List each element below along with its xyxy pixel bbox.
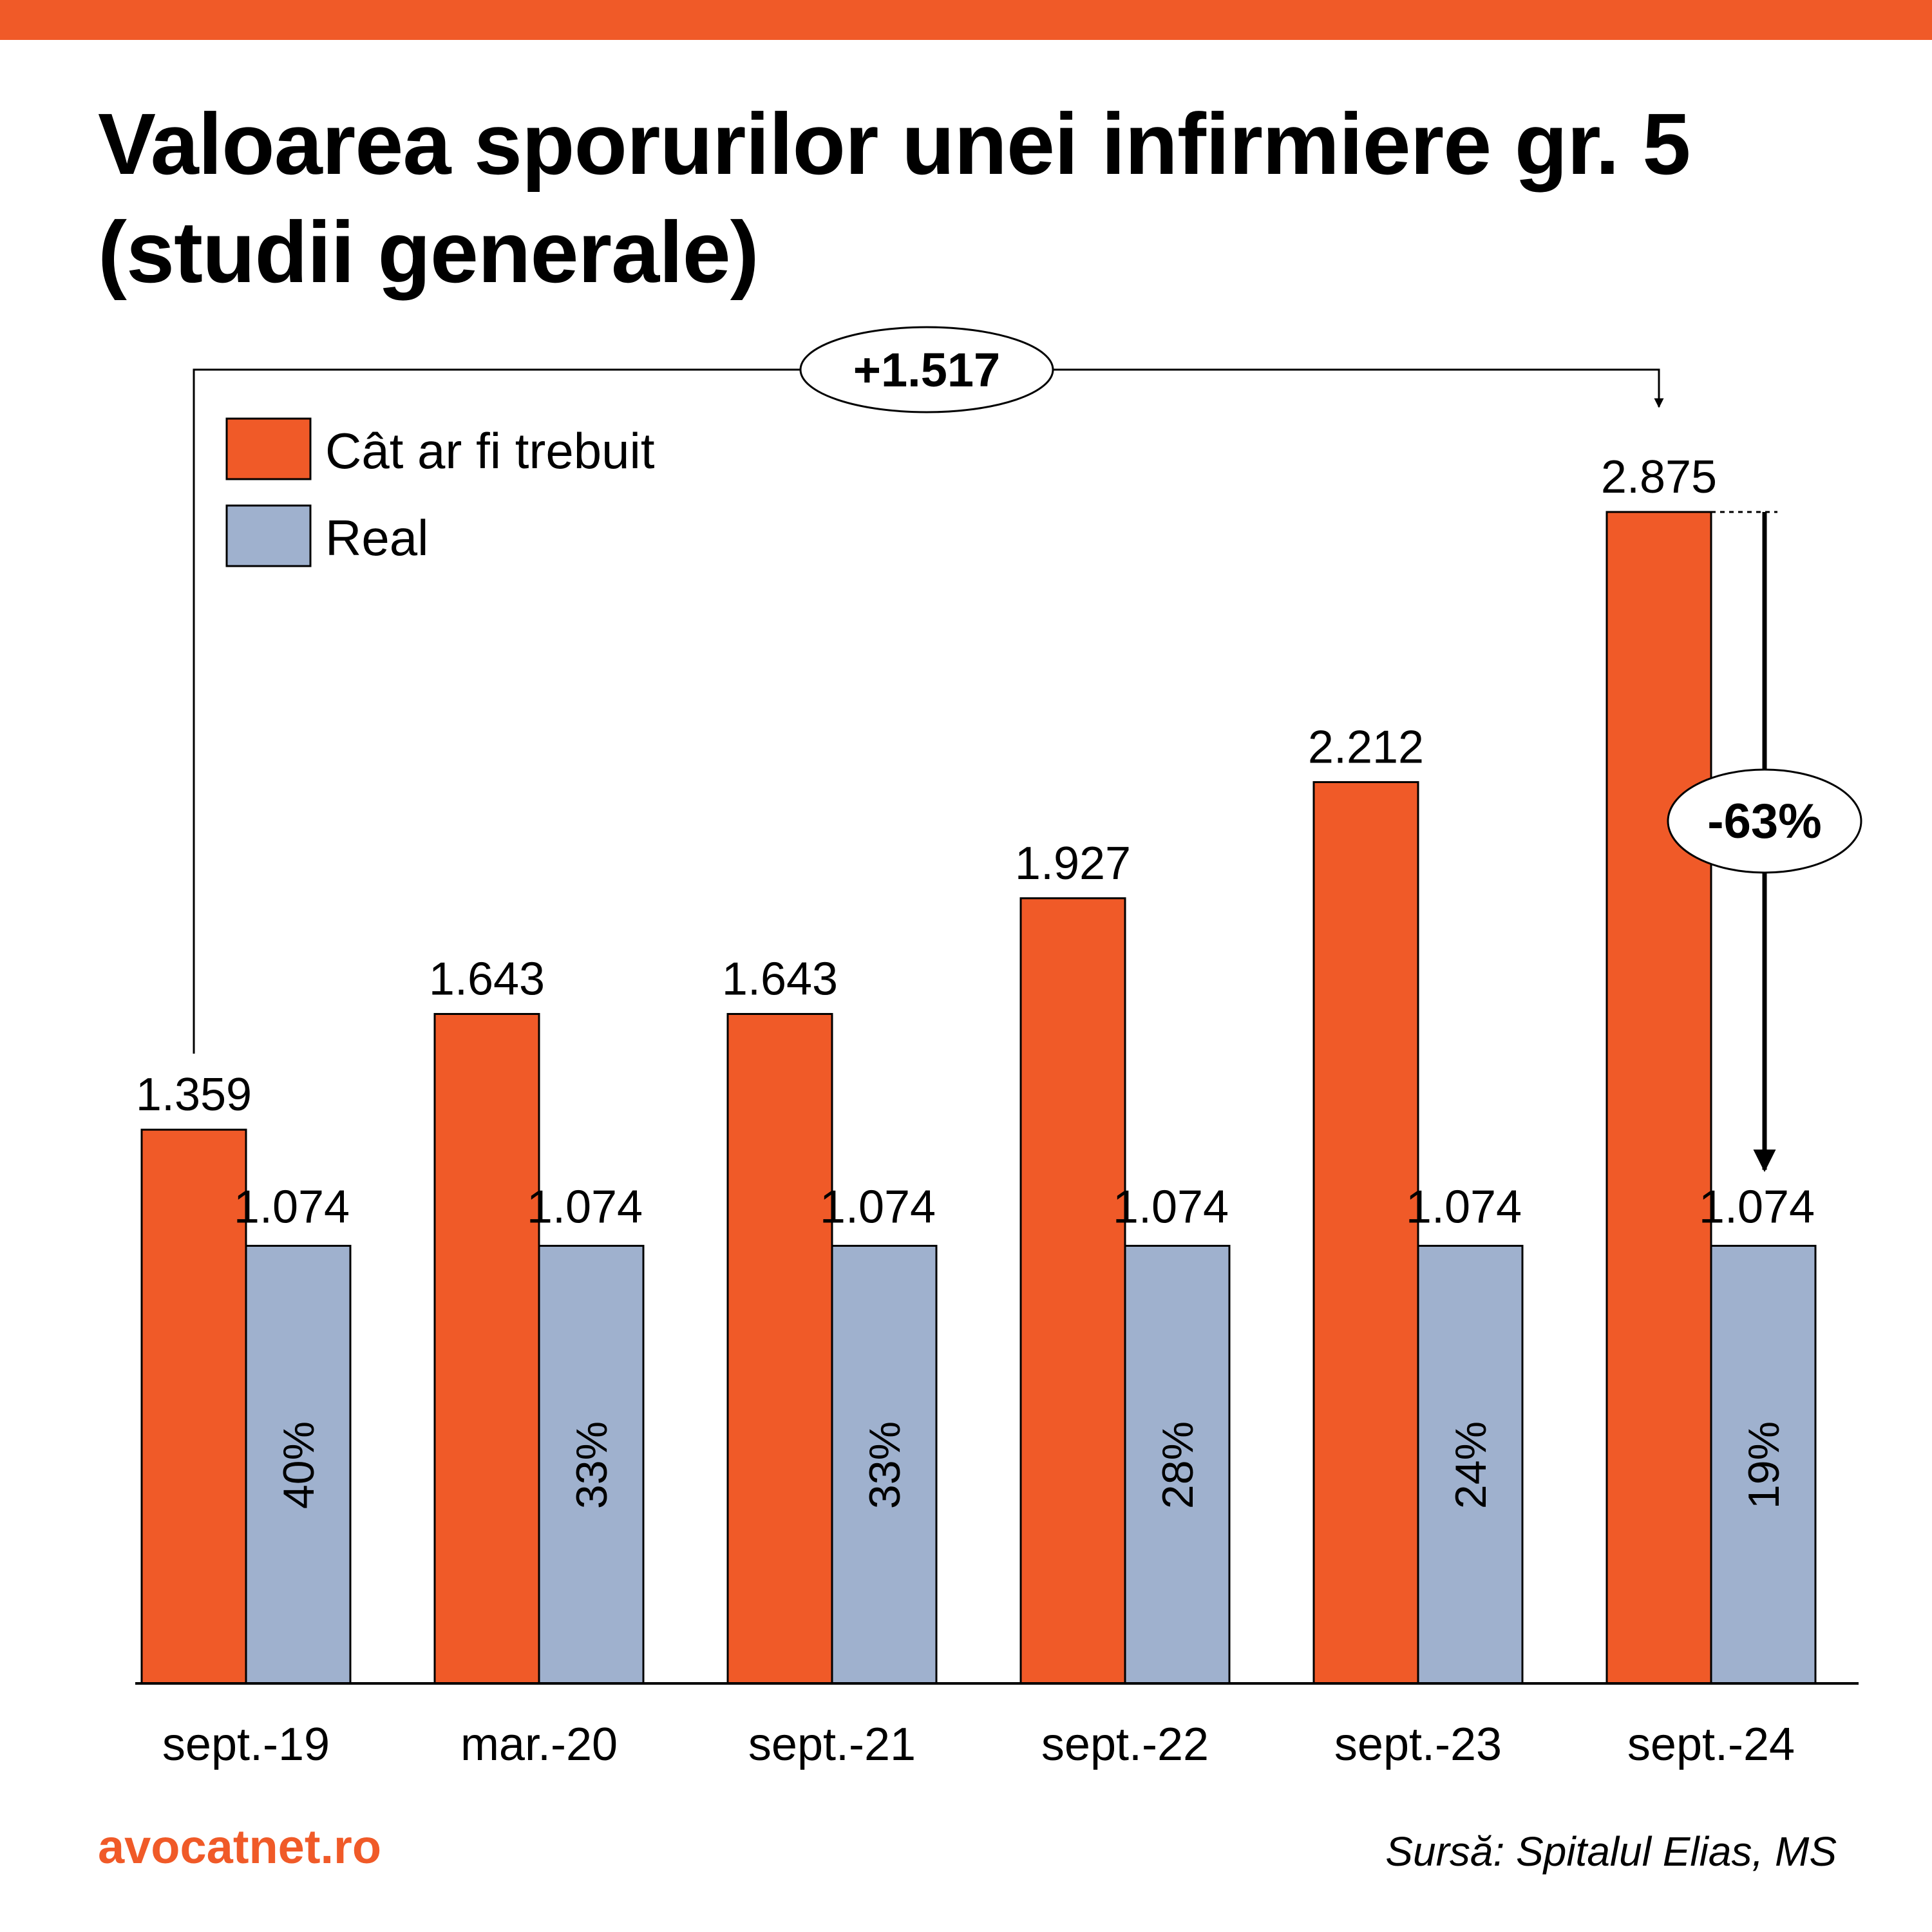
bar-should-be: [1605, 511, 1712, 1685]
top-accent-bar: [0, 0, 1932, 40]
percent-label: 19%: [1739, 1421, 1788, 1509]
percent-label: 40%: [274, 1421, 323, 1509]
decrease-badge-text: -63%: [1707, 794, 1821, 849]
data-label-real: 1.074: [527, 1181, 643, 1233]
legend-swatch-real: [225, 504, 312, 567]
data-label-should-be: 1.359: [136, 1069, 252, 1121]
percent-label: 28%: [1153, 1421, 1202, 1509]
bar-real: [1710, 1244, 1817, 1685]
data-label-real: 1.074: [1699, 1181, 1815, 1233]
bar-should-be: [433, 1012, 540, 1685]
x-tick-label: sept.-21: [748, 1719, 916, 1770]
bar-should-be: [726, 1012, 833, 1685]
percent-label: 24%: [1446, 1421, 1495, 1509]
percent-label: 33%: [567, 1421, 616, 1509]
data-label-should-be: 2.212: [1308, 721, 1424, 773]
x-tick-label: mar.-20: [460, 1719, 618, 1770]
source-note: Sursă: Spitalul Elias, MS: [1385, 1828, 1837, 1875]
x-tick-label: sept.-19: [162, 1719, 330, 1770]
bar-should-be: [1312, 781, 1419, 1685]
increase-badge: [799, 326, 1054, 413]
percent-label: 33%: [860, 1421, 909, 1509]
legend-label-real: Real: [325, 509, 428, 566]
data-label-should-be: 2.875: [1601, 451, 1717, 503]
data-label-real: 1.074: [234, 1181, 350, 1233]
decrease-badge: [1667, 768, 1862, 874]
x-tick-label: sept.-23: [1334, 1719, 1502, 1770]
x-tick-label: sept.-24: [1627, 1719, 1795, 1770]
legend-label-should-be: Cât ar fi trebuit: [325, 422, 655, 479]
data-label-should-be: 1.927: [1015, 838, 1131, 889]
x-tick-label: sept.-22: [1041, 1719, 1209, 1770]
data-label-should-be: 1.643: [429, 953, 545, 1005]
data-label-should-be: 1.643: [722, 953, 838, 1005]
bar-should-be: [140, 1128, 247, 1685]
brand-logo-text: avocatnet.ro: [98, 1820, 382, 1873]
increase-badge-text: +1.517: [853, 343, 1000, 397]
bar-real: [245, 1244, 352, 1685]
data-label-real: 1.074: [1113, 1181, 1229, 1233]
data-label-real: 1.074: [1406, 1181, 1522, 1233]
bar-should-be: [1019, 897, 1126, 1685]
legend-swatch-should-be: [225, 417, 312, 480]
data-label-real: 1.074: [820, 1181, 936, 1233]
chart-title: Valoarea sporurilor unei infirmiere gr. …: [98, 95, 1690, 301]
